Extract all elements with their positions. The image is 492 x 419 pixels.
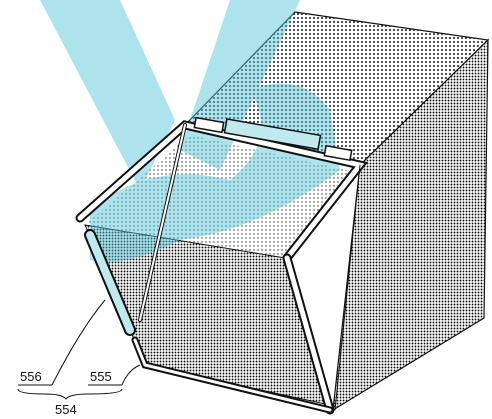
frame [75,116,368,415]
callout-label: 556 [20,369,42,384]
leaders [17,299,141,400]
callout-label: 554 [55,402,77,417]
callout-label: 555 [90,369,112,384]
inner-back [85,135,355,258]
side-panel [332,38,489,412]
